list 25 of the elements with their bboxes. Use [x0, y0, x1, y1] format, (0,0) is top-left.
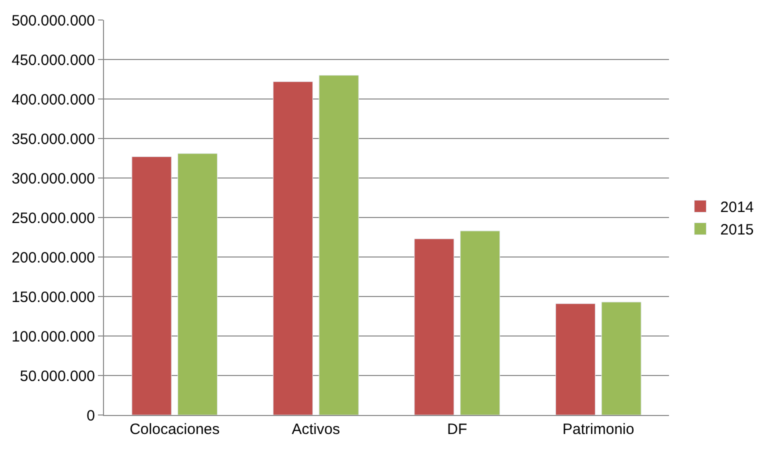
y-tick-label: 350.000.000 — [12, 130, 95, 148]
bar — [460, 230, 500, 415]
y-tick-label: 150.000.000 — [12, 288, 95, 306]
y-tick-label: 250.000.000 — [12, 210, 95, 227]
y-tick-label: 50.000.000 — [20, 368, 95, 385]
bar — [178, 153, 218, 415]
y-tick-label: 0 — [86, 407, 95, 424]
bar — [318, 75, 359, 415]
bar — [555, 303, 596, 415]
y-tick-label: 500.000.000 — [12, 12, 95, 30]
y-tick-label: 300.000.000 — [12, 170, 95, 188]
bar — [601, 302, 642, 415]
x-tick-label: Colocaciones — [130, 421, 220, 438]
legend-label: 2015 — [720, 222, 754, 239]
y-tick-label: 450.000.000 — [12, 52, 95, 69]
y-tick-label: 200.000.000 — [12, 249, 95, 266]
bar — [414, 238, 454, 415]
x-tick-label: DF — [447, 421, 468, 438]
bar — [272, 81, 313, 415]
bar — [132, 156, 172, 415]
x-tick-label: Activos — [292, 421, 340, 438]
x-tick-label: Patrimonio — [562, 421, 634, 438]
legend-label: 2014 — [720, 199, 754, 216]
y-tick-label: 100.000.000 — [12, 328, 95, 346]
y-tick-label: 400.000.000 — [12, 91, 95, 108]
